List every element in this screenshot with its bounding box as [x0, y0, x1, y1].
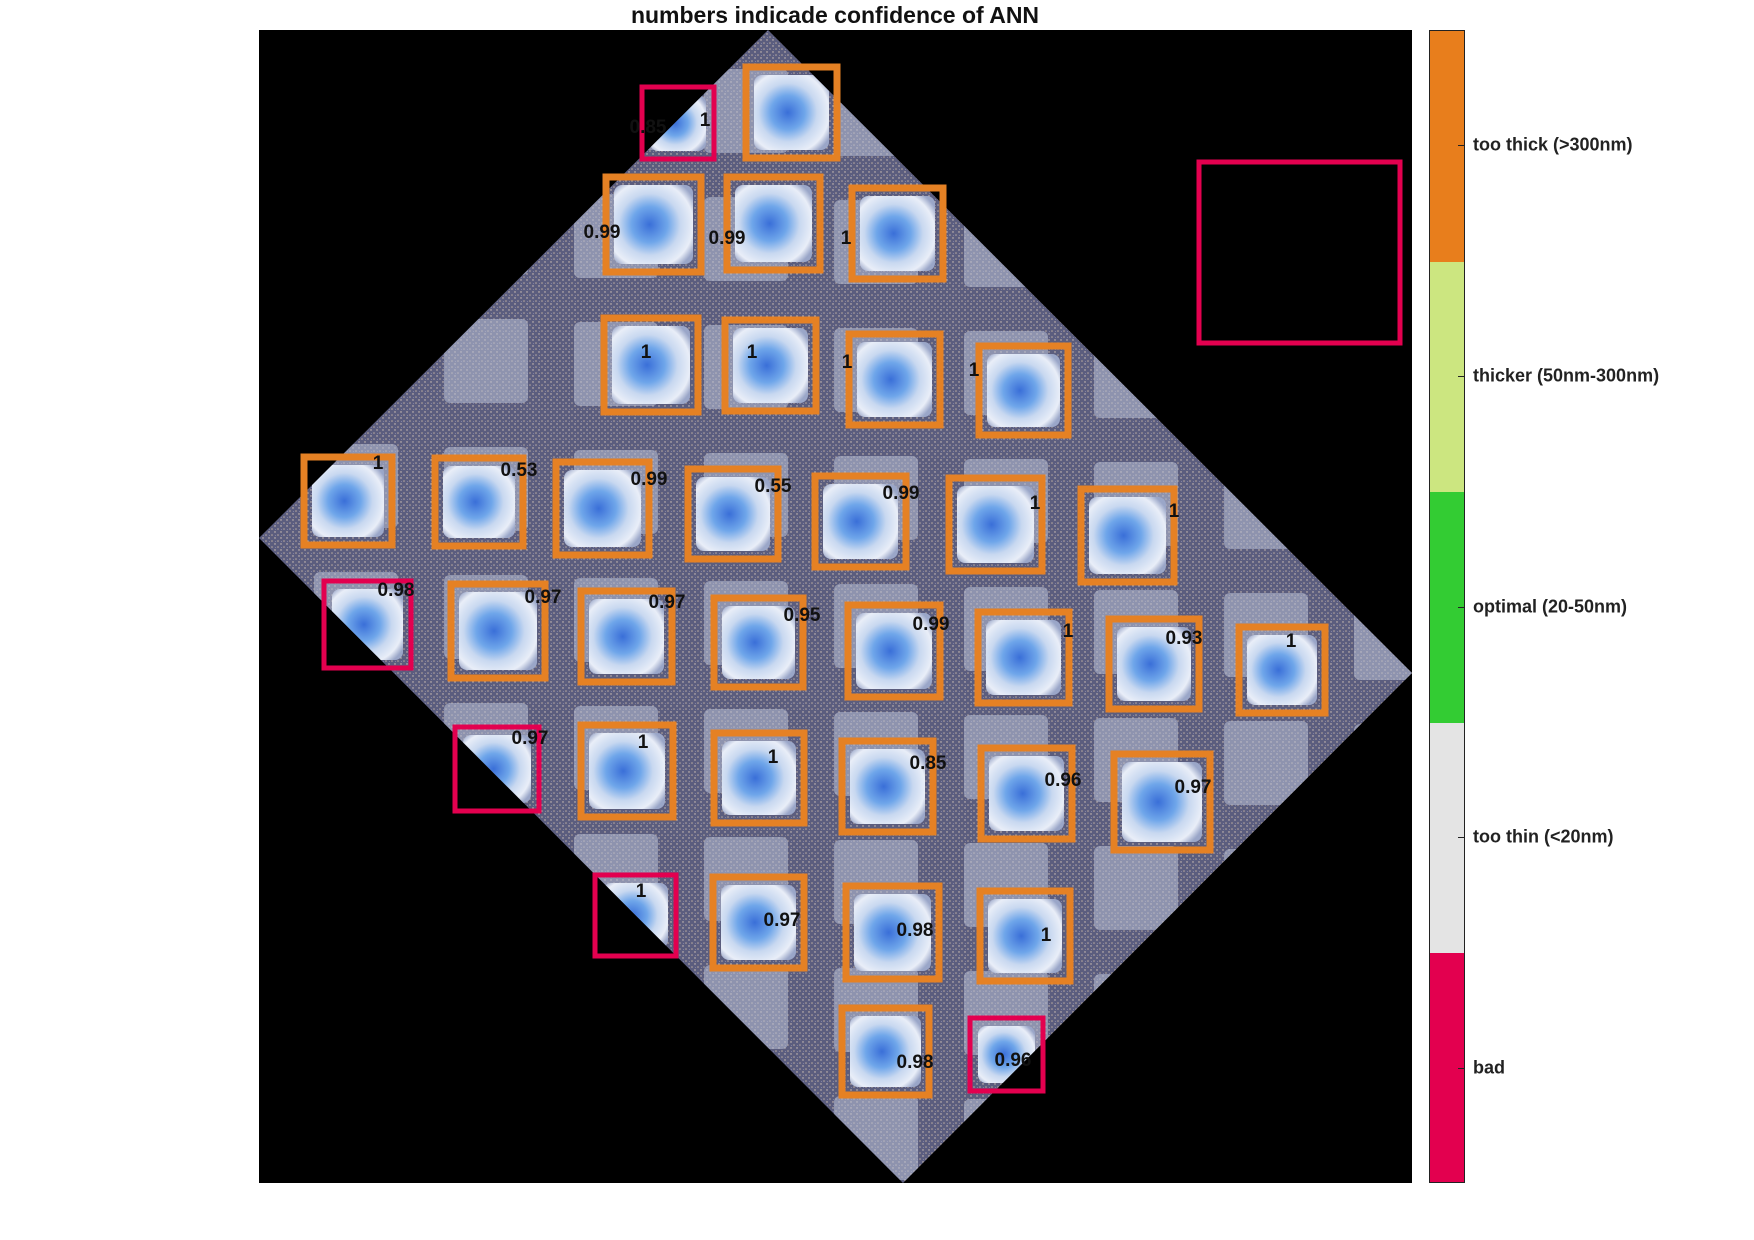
flake-image: [754, 75, 829, 150]
flake-image: [986, 620, 1061, 695]
confidence-label: 1: [768, 747, 779, 768]
confidence-label: 1: [841, 228, 852, 249]
figure-title: numbers indicade confidence of ANN: [260, 0, 1410, 30]
colorbar-segment: [1430, 31, 1464, 262]
confidence-label: 0.97: [525, 587, 562, 608]
flake-image: [1089, 497, 1166, 574]
confidence-label: 0.98: [378, 580, 415, 601]
confidence-label: 0.96: [1045, 770, 1082, 791]
flake-image: [564, 470, 641, 547]
confidence-label: 1: [1063, 621, 1074, 642]
confidence-label: 0.99: [913, 614, 950, 635]
confidence-label: 0.98: [897, 1052, 934, 1073]
flake-image: [614, 185, 693, 264]
flake-image: [733, 328, 808, 403]
flake-image: [987, 354, 1060, 427]
confidence-label: 0.85: [630, 117, 667, 138]
flake-image: [735, 185, 812, 262]
confidence-label: 1: [638, 732, 649, 753]
confidence-label: 1: [747, 342, 758, 363]
flake-image: [722, 741, 796, 815]
confidence-label: 1: [1286, 631, 1297, 652]
confidence-label: 0.55: [755, 476, 792, 497]
colorbar-segment: [1430, 262, 1464, 493]
confidence-label: 1: [1041, 925, 1052, 946]
confidence-label: 0.95: [784, 605, 821, 626]
colorbar-label: bad: [1473, 1057, 1505, 1078]
confidence-label: 1: [636, 881, 647, 902]
microscope-image: 0.85 1 0.99 0.99 1 1 1 1 1 1 0.53 0.99 0.55 0.99 1 1 0.9…: [259, 30, 1412, 1183]
confidence-label: 1: [373, 453, 384, 474]
confidence-label: 1: [969, 360, 980, 381]
confidence-label: 0.97: [649, 592, 686, 613]
confidence-label: 1: [1169, 501, 1180, 522]
colorbar-label: thicker (50nm-300nm): [1473, 365, 1659, 386]
confidence-label: 0.99: [883, 483, 920, 504]
confidence-label: 0.98: [897, 920, 934, 941]
confidence-label: 0.93: [1166, 628, 1203, 649]
colorbar-tick: [1458, 607, 1465, 608]
confidence-label: 1: [700, 110, 711, 131]
substrate-pad: [1094, 846, 1178, 930]
flake-image: [312, 465, 384, 537]
flake-image: [1247, 635, 1317, 705]
confidence-label: 1: [641, 342, 652, 363]
flake-image: [612, 326, 690, 404]
colorbar-label: optimal (20-50nm): [1473, 596, 1627, 617]
colorbar-tick: [1458, 376, 1465, 377]
colorbar-label: too thin (<20nm): [1473, 827, 1614, 848]
flake-image: [860, 196, 935, 271]
confidence-label: 0.85: [910, 753, 947, 774]
flake-image: [1122, 762, 1202, 842]
flake-image: [957, 486, 1034, 563]
colorbar-tick: [1458, 145, 1465, 146]
confidence-label: 0.99: [584, 222, 621, 243]
confidence-label: 0.97: [1175, 777, 1212, 798]
confidence-label: 0.97: [512, 728, 549, 749]
confidence-label: 0.99: [631, 469, 668, 490]
colorbar-label: too thick (>300nm): [1473, 135, 1633, 156]
confidence-label: 0.53: [501, 460, 538, 481]
confidence-label: 0.97: [764, 910, 801, 931]
colorbar-tick: [1458, 837, 1465, 838]
flake-image: [989, 756, 1064, 831]
flake-image: [857, 342, 932, 417]
confidence-label: 1: [842, 352, 853, 373]
flake-image: [589, 733, 665, 809]
confidence-label: 0.99: [709, 228, 746, 249]
colorbar-tick: [1458, 1068, 1465, 1069]
confidence-label: 1: [1030, 493, 1041, 514]
confidence-label: 0.96: [995, 1050, 1032, 1071]
